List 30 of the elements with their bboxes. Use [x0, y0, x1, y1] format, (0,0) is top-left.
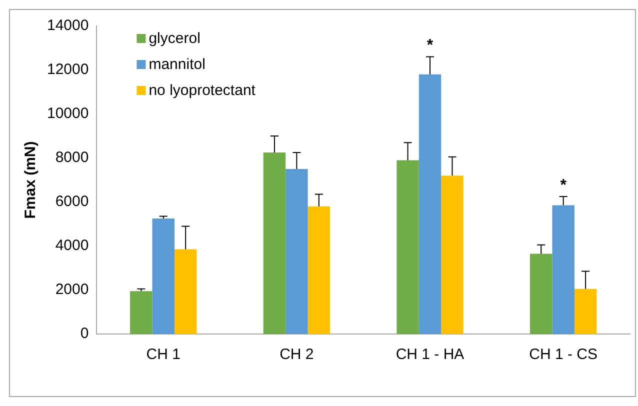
bar: [530, 254, 552, 334]
bar: [286, 169, 308, 334]
bar: [263, 152, 286, 334]
x-tick-label: CH 1: [146, 346, 180, 364]
y-tick-label: 4000: [55, 237, 89, 254]
y-tick-label: 14000: [46, 17, 89, 34]
annotation: *: [426, 37, 434, 54]
x-tick-label: CH 1 - HA: [396, 346, 464, 364]
bar: [441, 176, 464, 334]
bar: [574, 288, 597, 334]
bar: [174, 249, 197, 334]
annotation: *: [560, 176, 568, 194]
x-tick-label: CH 2: [280, 346, 314, 364]
bar: [552, 205, 574, 334]
y-tick-label: 12000: [46, 61, 89, 78]
x-tick-label: CH 1 - CS: [529, 346, 598, 364]
legend-label: mannitol: [148, 56, 206, 74]
bar: [308, 206, 330, 334]
legend-label: no lyoprotectant: [148, 82, 256, 100]
bar: [396, 160, 419, 334]
y-tick-label: 6000: [55, 193, 89, 210]
y-tick-label: 8000: [55, 149, 89, 166]
legend-label: glycerol: [148, 30, 200, 48]
bar: [418, 74, 442, 334]
y-tick-label: 2000: [55, 281, 89, 298]
y-tick-label: 10000: [46, 105, 89, 122]
y-axis-title: Fmax (mN): [22, 141, 40, 219]
bar: [130, 291, 152, 334]
y-tick-label: 0: [80, 325, 89, 342]
bar: [152, 218, 174, 334]
